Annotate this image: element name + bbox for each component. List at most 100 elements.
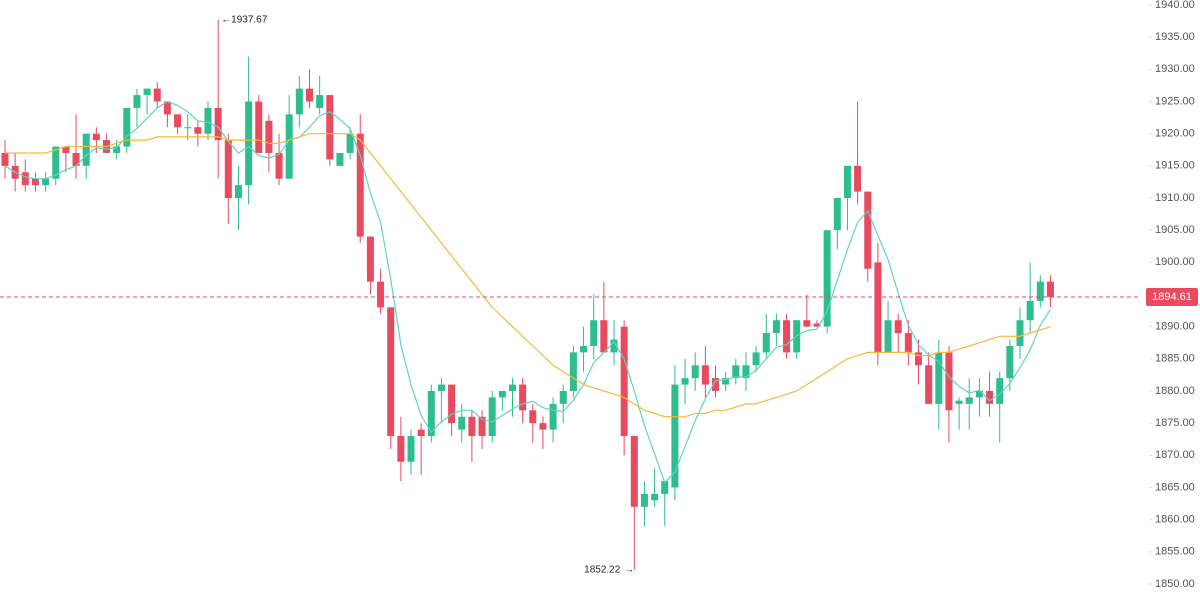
- y-tick-label: 1925.00: [1155, 95, 1195, 107]
- candle-body: [965, 397, 973, 404]
- y-tick-label: 1855.00: [1155, 546, 1195, 558]
- candle-body: [478, 416, 486, 437]
- candle-body: [21, 172, 29, 186]
- last-price-label: 1894.61: [1152, 291, 1192, 303]
- candle-body: [671, 384, 679, 488]
- candle-body: [590, 320, 598, 346]
- candle-body: [620, 326, 628, 437]
- candle-body: [803, 320, 811, 327]
- candle-body: [498, 391, 506, 398]
- arrow: →: [624, 564, 634, 575]
- candle-body: [509, 384, 516, 391]
- candle-body: [945, 352, 953, 411]
- candle-body: [712, 378, 719, 391]
- candle-body: [407, 436, 415, 462]
- candle-body: [752, 352, 760, 366]
- candle-body: [143, 88, 151, 96]
- candle-body: [316, 95, 324, 108]
- candle-body: [833, 198, 841, 231]
- candle-body: [651, 493, 659, 501]
- candle-body: [986, 391, 994, 404]
- candle-body: [569, 352, 577, 391]
- candle-body: [336, 152, 344, 166]
- candle-body: [448, 384, 456, 424]
- candle-body: [1006, 345, 1014, 379]
- candle-body: [1046, 281, 1054, 298]
- last-price-box: [1146, 288, 1198, 307]
- candle-body: [519, 384, 527, 411]
- candle-body: [437, 384, 445, 391]
- candle-body: [427, 391, 435, 437]
- low-annotation: 1852.22: [584, 564, 621, 575]
- candle-body: [691, 365, 699, 379]
- arrow: ←: [221, 15, 231, 26]
- candle-body: [397, 436, 405, 462]
- candle-body: [661, 481, 669, 494]
- candle-body: [732, 365, 740, 379]
- candle-body: [133, 95, 141, 108]
- moving-average-line: [5, 133, 1051, 418]
- candle-body: [387, 307, 395, 437]
- candle-body: [204, 107, 212, 134]
- candle-body: [1036, 281, 1044, 301]
- candle-body: [306, 88, 313, 102]
- candle-body: [640, 493, 648, 507]
- y-tick-label: 1930.00: [1155, 63, 1195, 75]
- candle-body: [62, 146, 70, 153]
- candle-body: [762, 333, 770, 353]
- candle-body: [539, 423, 547, 430]
- candle-body: [783, 320, 791, 353]
- candle-body: [996, 378, 1004, 404]
- candle-body: [935, 352, 943, 404]
- candle-body: [975, 391, 983, 398]
- y-tick-label: 1880.00: [1155, 385, 1195, 397]
- candle-body: [295, 88, 303, 115]
- candle-body: [245, 101, 253, 186]
- y-tick-label: 1920.00: [1155, 128, 1195, 140]
- candle-body: [356, 133, 364, 237]
- candle-body: [163, 101, 171, 115]
- y-tick-label: 1865.00: [1155, 481, 1195, 493]
- candle-body: [1, 152, 9, 166]
- candle-body: [255, 101, 263, 153]
- candle-body: [610, 339, 618, 353]
- candle-body: [884, 320, 892, 353]
- candle-body: [701, 365, 709, 385]
- candle-body: [600, 320, 608, 353]
- y-tick-label: 1910.00: [1155, 192, 1195, 204]
- candle-body: [123, 107, 131, 147]
- candle-body: [925, 365, 933, 404]
- y-tick-label: 1900.00: [1155, 256, 1195, 268]
- y-tick-label: 1915.00: [1155, 160, 1195, 172]
- y-tick-label: 1885.00: [1155, 353, 1195, 365]
- candle-body: [549, 403, 557, 430]
- candle-body: [559, 391, 567, 404]
- y-tick-label: 1875.00: [1155, 417, 1195, 429]
- high-annotation: 1937.67: [231, 15, 268, 26]
- candle-body: [823, 230, 831, 327]
- candle-body: [915, 352, 922, 366]
- candle-body: [82, 133, 90, 166]
- candle-body: [113, 146, 121, 153]
- candle-body: [458, 416, 466, 430]
- candle-body: [843, 165, 851, 198]
- candle-body: [42, 178, 50, 186]
- candle-body: [681, 378, 689, 385]
- y-tick-label: 1935.00: [1155, 31, 1195, 43]
- candle-body: [234, 185, 242, 198]
- candle-body: [854, 165, 862, 192]
- candle-body: [184, 127, 192, 129]
- y-tick-label: 1850.00: [1155, 578, 1195, 590]
- candle-body: [265, 120, 273, 153]
- candle-body: [468, 416, 476, 437]
- candle-body: [346, 133, 354, 153]
- candle-body: [904, 333, 912, 353]
- candle-body: [153, 88, 161, 102]
- candle-body: [92, 133, 100, 141]
- candle-body: [722, 378, 730, 385]
- y-tick-label: 1860.00: [1155, 514, 1195, 526]
- candle-body: [417, 429, 425, 437]
- candle-body: [366, 236, 374, 282]
- candle-body: [1026, 300, 1034, 321]
